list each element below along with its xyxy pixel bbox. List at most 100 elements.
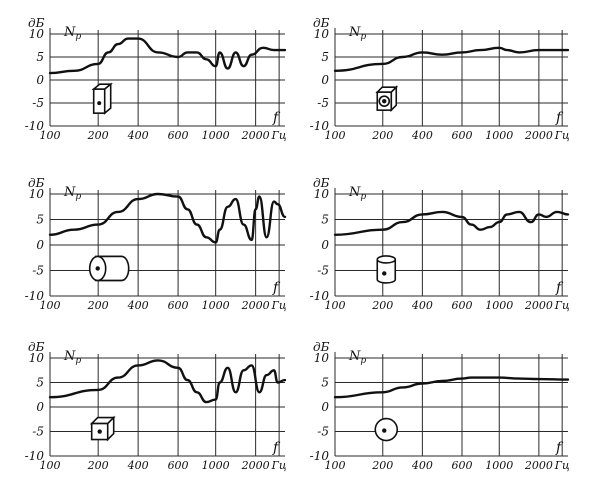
y-unit-label: дБ: [28, 340, 45, 354]
x-tick-label: 200: [87, 299, 109, 312]
x-tick-label: 2000: [524, 129, 553, 142]
x-tick-label: 600: [168, 129, 189, 142]
y-tick-label: 5: [36, 50, 44, 64]
y-tick-label: 5: [36, 376, 44, 390]
y-tick-label: -5: [317, 96, 329, 110]
x-tick-label: 2000: [524, 299, 553, 312]
y-tick-label: 10: [29, 351, 45, 365]
y-tick-label: -10: [25, 119, 45, 133]
y-tick-label: 5: [36, 213, 44, 227]
x-tick-label: Гц: [271, 129, 287, 142]
x-tick-label: 1000: [485, 129, 513, 142]
x-tick-label: 400: [411, 299, 433, 312]
chart-panel-4: 10 5 0 -5 -10 дБ Np 100 200 400 600 1000 2000 Гц f: [310, 176, 570, 312]
chart-panel-5: 10 5 0 -5 -10 дБ Np 100 200 400 600 1000 2000 Гц f: [25, 340, 287, 472]
x-axis-variable: f: [555, 110, 564, 126]
x-tick-label: 400: [411, 129, 433, 142]
x-tick-label: 100: [325, 129, 346, 142]
x-tick-label: 2000: [524, 459, 553, 472]
y-tick-label: 10: [314, 27, 330, 41]
series-label: Np: [63, 349, 81, 366]
chart-panel-6: 10 5 0 -5 -10 дБ Np 100 200 400 600 1000 2000 Гц f: [310, 340, 570, 472]
x-tick-label: 200: [371, 129, 393, 142]
x-tick-label: 100: [40, 299, 61, 312]
y-unit-label: дБ: [28, 176, 45, 190]
x-axis-variable: f: [272, 280, 281, 296]
y-tick-label: 0: [36, 400, 44, 414]
x-tick-label: 2000: [241, 299, 270, 312]
y-unit-label: дБ: [28, 16, 45, 30]
x-tick-label: 200: [371, 299, 393, 312]
x-tick-label: Гц: [554, 459, 570, 472]
x-axis-variable: f: [272, 110, 281, 126]
y-tick-label: -5: [32, 264, 44, 278]
x-tick-label: 400: [411, 459, 433, 472]
series-label: Np: [63, 25, 81, 42]
y-tick-label: -5: [317, 264, 329, 278]
x-tick-label: 400: [127, 459, 149, 472]
x-tick-label: 1000: [202, 299, 230, 312]
y-tick-label: 0: [36, 238, 44, 252]
response-curve: [333, 376, 570, 399]
y-tick-label: 0: [36, 73, 44, 87]
chart-panel-1: 10 5 0 -5 -10 дБ Np 100 200 400 600 1000 2000 Гц f: [25, 16, 287, 142]
x-tick-label: 1000: [202, 129, 230, 142]
x-tick-label: 600: [451, 299, 472, 312]
y-tick-label: 5: [321, 213, 329, 227]
x-tick-label: 400: [127, 299, 149, 312]
series-label: Np: [348, 349, 366, 366]
y-tick-label: 10: [29, 187, 45, 201]
y-unit-label: дБ: [313, 176, 330, 190]
y-tick-label: 0: [321, 400, 329, 414]
x-tick-label: 2000: [241, 129, 270, 142]
x-tick-label: Гц: [271, 459, 287, 472]
series-label: Np: [348, 185, 366, 202]
y-tick-label: -10: [25, 289, 45, 303]
x-tick-label: 100: [325, 459, 346, 472]
response-curve: [48, 192, 287, 244]
y-tick-label: 10: [314, 351, 330, 365]
y-tick-label: 10: [314, 187, 330, 201]
y-tick-label: -5: [32, 96, 44, 110]
x-tick-label: 1000: [485, 299, 513, 312]
cylinder-upright-icon: [376, 255, 397, 284]
x-tick-label: 100: [325, 299, 346, 312]
chart-panel-3: 10 5 0 -5 -10 дБ Np 100 200 400 600 1000 2000 Гц f: [25, 176, 287, 312]
x-axis-variable: f: [555, 280, 564, 296]
response-curve: [48, 37, 287, 75]
cylinder-side-icon: [88, 255, 130, 282]
x-tick-label: 1000: [202, 459, 230, 472]
rect-box-icon: [91, 82, 113, 115]
y-tick-label: -10: [310, 449, 330, 463]
x-tick-label: 600: [451, 129, 472, 142]
series-label: Np: [348, 25, 366, 42]
y-unit-label: дБ: [313, 340, 330, 354]
x-tick-label: 400: [127, 129, 149, 142]
x-tick-label: 600: [168, 459, 189, 472]
cube-icon: [89, 415, 116, 442]
y-tick-label: 0: [321, 73, 329, 87]
box-speaker-icon: [375, 85, 399, 113]
y-tick-label: -10: [310, 119, 330, 133]
y-tick-label: -5: [317, 425, 329, 439]
y-tick-label: -5: [32, 425, 44, 439]
x-tick-label: Гц: [554, 129, 570, 142]
series-label: Np: [63, 185, 81, 202]
x-tick-label: 2000: [241, 459, 270, 472]
x-axis-variable: f: [555, 440, 564, 456]
y-tick-label: 5: [321, 50, 329, 64]
x-tick-label: 200: [87, 459, 109, 472]
sphere-icon: [374, 417, 399, 442]
x-tick-label: Гц: [271, 299, 287, 312]
x-tick-label: 100: [40, 459, 61, 472]
y-tick-label: -10: [25, 449, 45, 463]
y-tick-label: 0: [321, 238, 329, 252]
x-tick-label: 600: [168, 299, 189, 312]
x-tick-label: 1000: [485, 459, 513, 472]
response-curve: [333, 210, 570, 236]
y-unit-label: дБ: [313, 16, 330, 30]
x-tick-label: 100: [40, 129, 61, 142]
y-tick-label: 10: [29, 27, 45, 41]
x-tick-label: 200: [87, 129, 109, 142]
